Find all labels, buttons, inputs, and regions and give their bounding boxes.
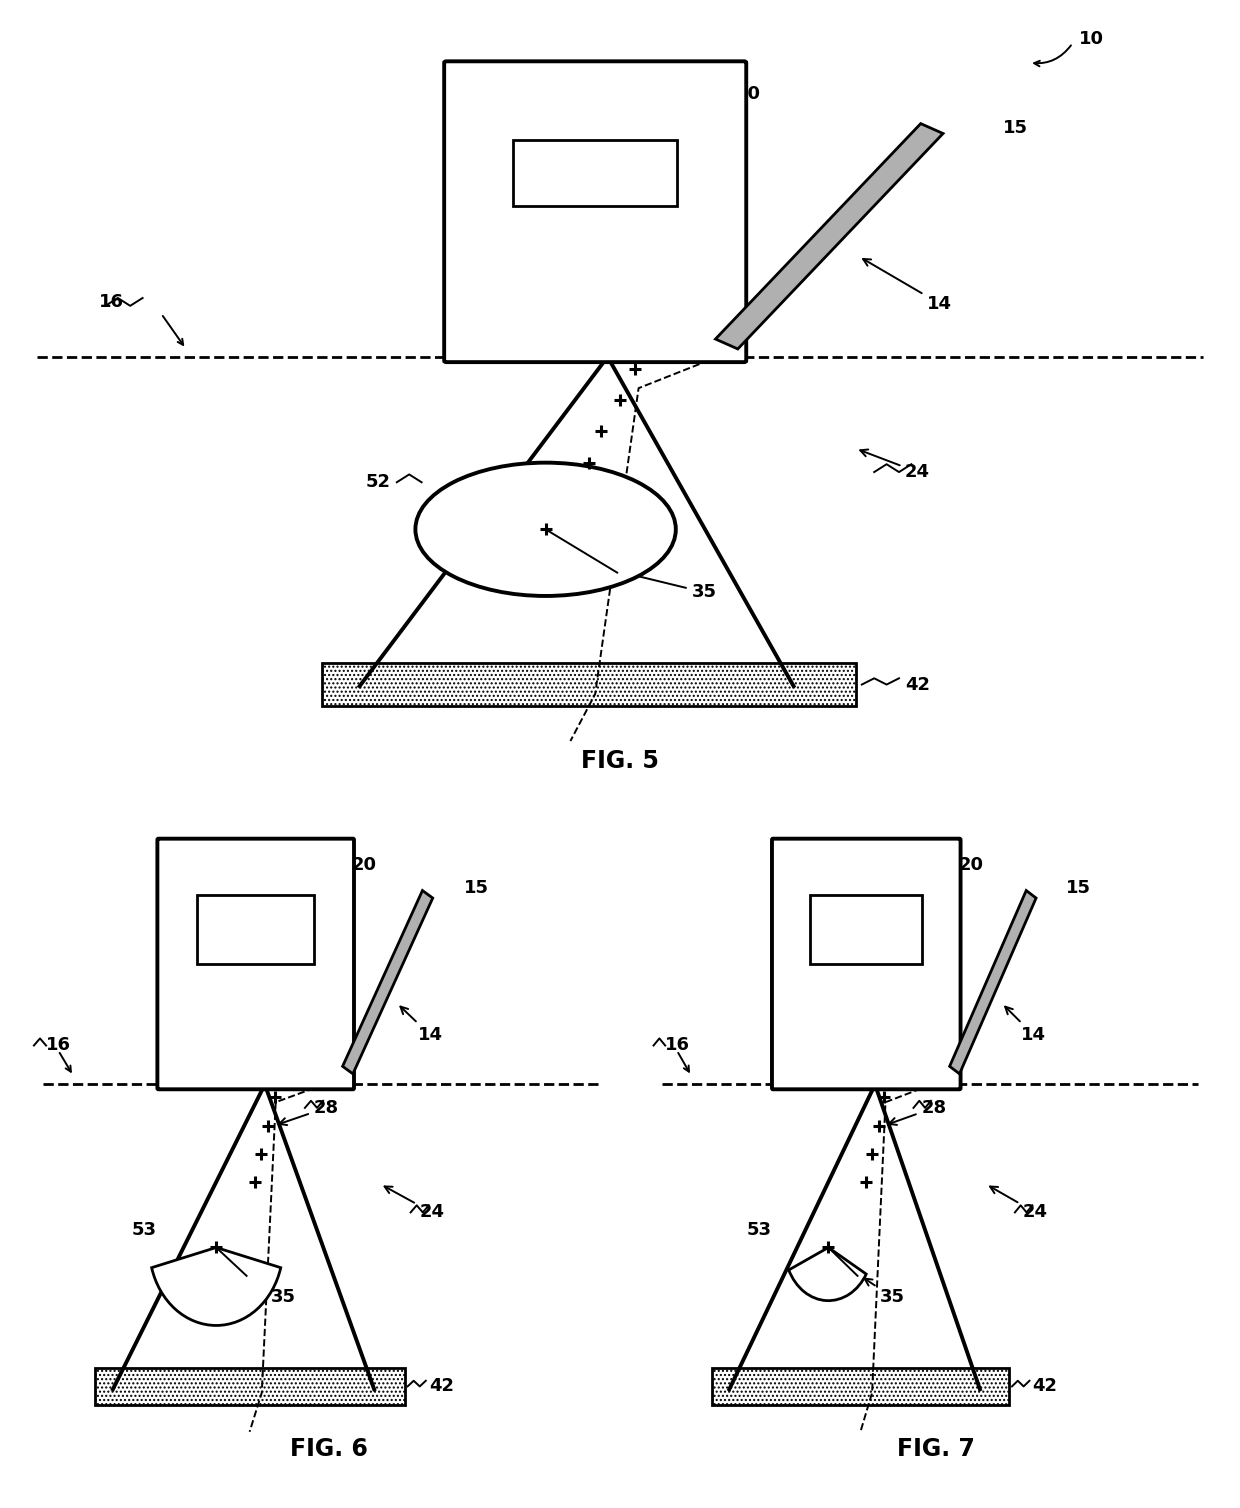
Text: 14: 14 [863,259,952,312]
Text: 53: 53 [131,1221,156,1238]
Ellipse shape [415,463,676,596]
Text: 26: 26 [180,973,205,991]
Bar [712,1368,1009,1405]
Text: 24: 24 [861,449,930,481]
Bar [197,894,314,964]
Text: 14: 14 [1006,1007,1047,1044]
Bar [810,894,923,964]
Text: 15: 15 [1066,879,1091,897]
Text: FIG. 6: FIG. 6 [290,1437,367,1461]
Bar [513,140,677,205]
Text: FIG. 7: FIG. 7 [898,1437,975,1461]
Text: 28: 28 [279,1099,339,1125]
FancyBboxPatch shape [157,838,353,1089]
FancyBboxPatch shape [773,838,961,1089]
Text: 52: 52 [366,474,391,492]
Text: 42: 42 [905,676,930,694]
Text: 35: 35 [864,1279,905,1306]
Text: 24: 24 [990,1187,1048,1221]
FancyBboxPatch shape [444,62,746,362]
Polygon shape [715,124,944,348]
Text: 14: 14 [401,1006,443,1044]
Text: 42: 42 [429,1377,454,1395]
Bar [94,1368,404,1405]
Text: 24: 24 [384,1187,444,1221]
Text: 15: 15 [1003,119,1028,137]
Text: 16: 16 [46,1036,71,1054]
Text: 20: 20 [737,84,761,103]
Text: 16: 16 [99,293,124,311]
Text: 20: 20 [959,855,983,873]
Text: 16: 16 [665,1036,691,1054]
Text: FIG. 5: FIG. 5 [582,748,658,772]
Text: 20: 20 [352,855,377,873]
Text: 26: 26 [794,973,818,991]
Polygon shape [342,891,433,1074]
Text: 15: 15 [464,879,490,897]
Text: 28: 28 [889,1099,946,1125]
Text: 35: 35 [629,572,717,602]
Text: 53: 53 [746,1221,771,1238]
Text: 42: 42 [1033,1377,1058,1395]
Text: 26: 26 [515,265,539,284]
Bar [322,662,856,706]
Text: 10: 10 [1079,30,1104,48]
Wedge shape [789,1247,867,1300]
Text: 35: 35 [254,1279,295,1306]
Wedge shape [151,1247,280,1326]
Polygon shape [950,891,1037,1074]
